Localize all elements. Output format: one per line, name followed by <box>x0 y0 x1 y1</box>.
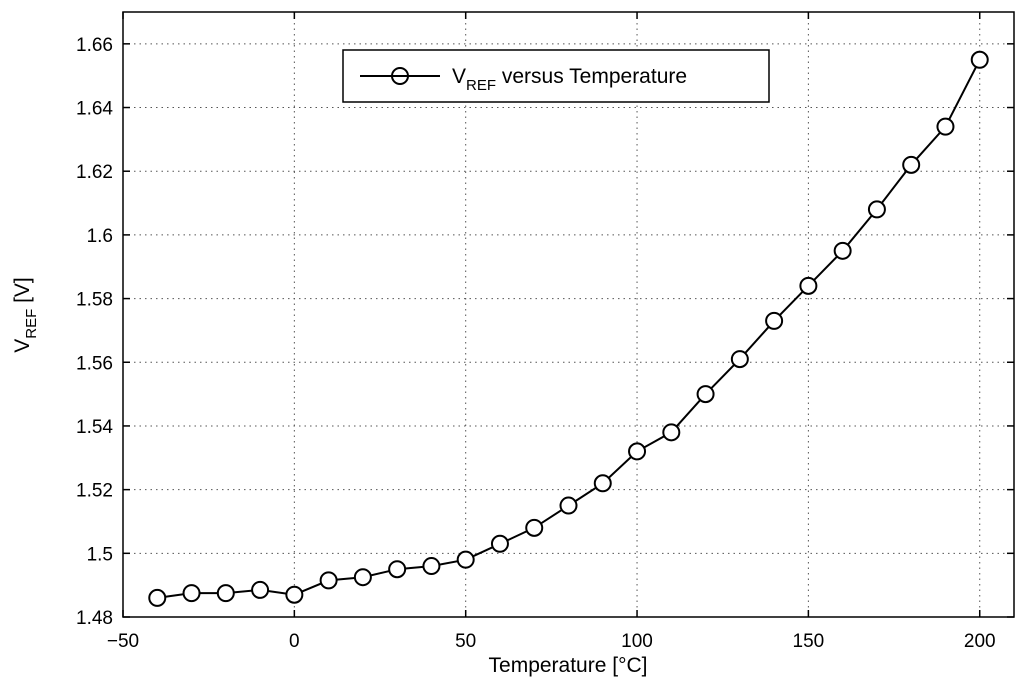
data-point-marker <box>319 571 338 590</box>
data-point-marker <box>662 423 681 442</box>
x-tick-label: 0 <box>289 631 300 652</box>
data-point-marker <box>559 496 578 515</box>
legend-label-suffix: versus Temperature <box>496 65 687 88</box>
x-tick-label: −50 <box>107 631 139 652</box>
series-layer <box>148 50 989 607</box>
y-tick-label: 1.56 <box>76 353 113 374</box>
y-tick-label: 1.54 <box>76 417 113 438</box>
y-tick-label: 1.6 <box>87 226 113 247</box>
data-point-marker <box>422 557 441 576</box>
data-point-marker <box>251 580 270 599</box>
y-axis-title: VREF [V] <box>11 277 40 353</box>
data-point-marker <box>765 311 784 330</box>
series-markers <box>148 50 989 607</box>
data-point-marker <box>902 155 921 174</box>
data-point-marker <box>216 584 235 603</box>
data-point-marker <box>388 560 407 579</box>
data-point-marker <box>353 568 372 587</box>
data-point-marker <box>730 350 749 369</box>
x-tick-label: 100 <box>621 631 653 652</box>
data-point-marker <box>182 584 201 603</box>
legend-marker-sample <box>391 67 409 85</box>
legend-label: VREF versus Temperature <box>452 65 687 94</box>
data-point-marker <box>833 241 852 260</box>
y-tick-label: 1.52 <box>76 481 113 502</box>
x-tick-labels: −50 0 50 100 150 200 <box>107 631 996 652</box>
data-point-marker <box>456 550 475 569</box>
y-axis-title-suffix: [V] <box>11 277 34 309</box>
y-axis-title-sub: REF <box>23 309 40 339</box>
series-line-vref <box>157 59 981 599</box>
axis-ticks <box>122 12 1014 618</box>
data-point-marker <box>148 588 167 607</box>
data-point-marker <box>936 117 955 136</box>
y-tick-label: 1.48 <box>76 608 113 629</box>
data-point-marker <box>628 442 647 461</box>
y-axis-title-main: V <box>11 339 34 353</box>
data-point-marker <box>525 518 544 537</box>
legend-label-main: V <box>452 65 466 88</box>
data-point-marker <box>799 276 818 295</box>
y-tick-label: 1.5 <box>87 544 113 565</box>
y-tick-label: 1.58 <box>76 290 113 311</box>
plot-area-frame <box>122 11 1015 618</box>
y-tick-label: 1.62 <box>76 162 113 183</box>
legend: VREF versus Temperature <box>342 49 770 103</box>
data-point-marker <box>490 534 509 553</box>
y-tick-label: 1.64 <box>76 99 113 120</box>
x-tick-label: 150 <box>793 631 825 652</box>
data-point-marker <box>593 474 612 493</box>
x-axis-title: Temperature [°C] <box>489 654 648 677</box>
x-tick-label: 50 <box>455 631 476 652</box>
y-tick-label: 1.66 <box>76 35 113 56</box>
data-point-marker <box>696 385 715 404</box>
grid-lines <box>123 12 1014 617</box>
x-tick-label: 200 <box>964 631 996 652</box>
data-point-marker <box>867 200 886 219</box>
data-point-marker <box>970 50 989 69</box>
y-tick-labels: 1.48 1.5 1.52 1.54 1.56 1.58 1.6 1.62 1.64 1.66 <box>76 35 113 629</box>
legend-label-sub: REF <box>466 77 496 94</box>
data-point-marker <box>285 585 304 604</box>
